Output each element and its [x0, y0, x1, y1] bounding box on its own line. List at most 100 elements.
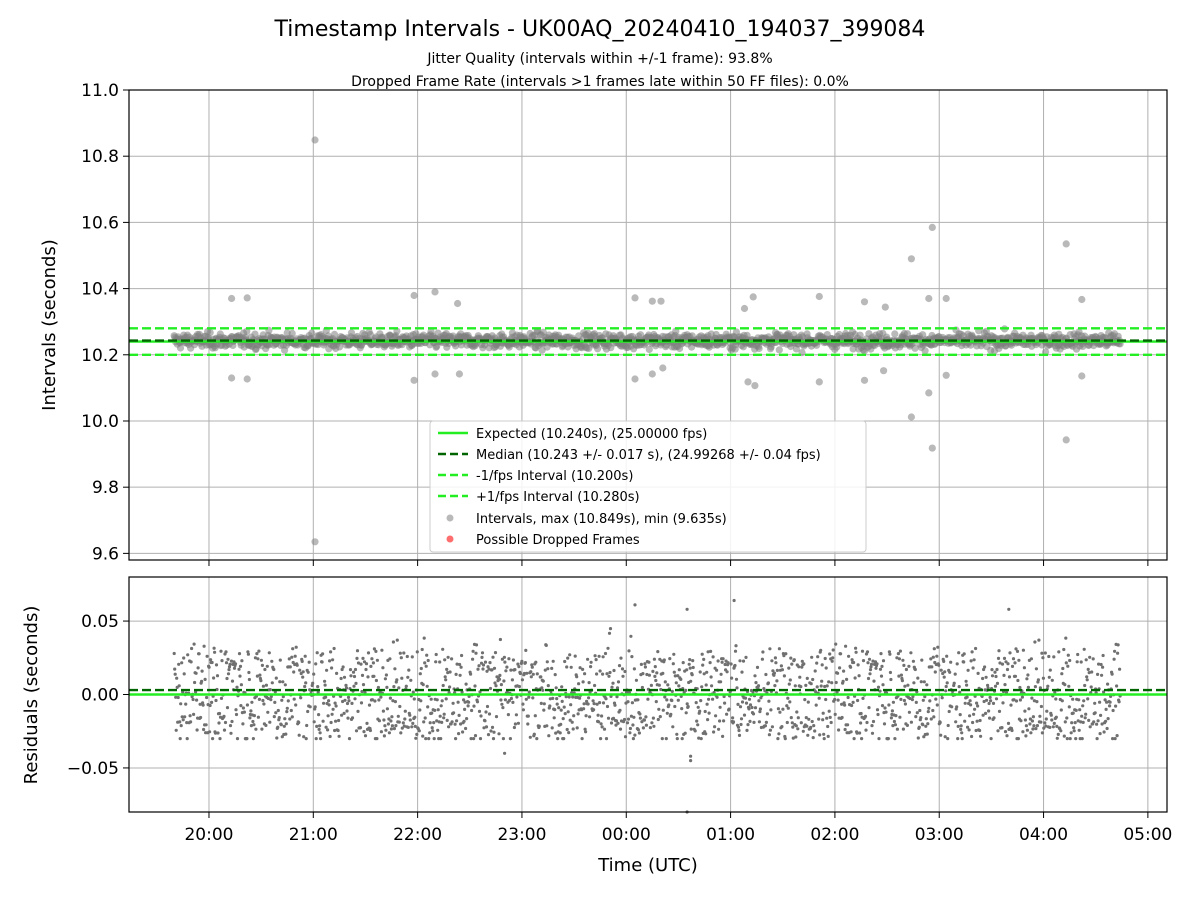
intervals-plot-frame	[128, 89, 1168, 561]
residual-point	[482, 726, 486, 730]
residual-point	[707, 711, 711, 715]
residual-point	[879, 674, 884, 678]
residual-point	[946, 737, 950, 741]
residual-point	[1084, 712, 1088, 716]
residual-point	[661, 708, 665, 712]
residual-point	[488, 686, 493, 691]
residual-point	[669, 712, 673, 717]
intervals-panel: 9.69.810.010.210.410.610.811.0 Intervals…	[39, 81, 1168, 566]
residual-point	[904, 667, 909, 672]
residual-point	[603, 651, 608, 656]
residual-point	[715, 695, 719, 699]
residual-point	[1093, 711, 1097, 715]
residual-point	[1023, 709, 1027, 713]
residual-point	[489, 729, 493, 733]
residual-point	[767, 733, 772, 737]
residual-point	[819, 648, 823, 652]
residual-point	[981, 713, 985, 717]
residual-point	[263, 667, 267, 672]
residual-point	[1050, 678, 1054, 682]
residual-point	[526, 714, 530, 718]
residual-point	[578, 666, 582, 670]
residual-point	[854, 650, 858, 654]
residual-point	[902, 698, 907, 703]
residual-point	[205, 654, 209, 658]
residual-point	[324, 725, 328, 729]
residual-point	[974, 646, 978, 651]
residual-point	[898, 649, 903, 653]
residual-point	[289, 708, 293, 713]
residual-point	[304, 737, 308, 741]
residual-point	[852, 660, 856, 665]
residual-point	[661, 671, 665, 676]
residual-point	[1021, 648, 1025, 652]
residual-point	[173, 672, 177, 676]
residual-point	[663, 695, 667, 699]
residual-point	[696, 723, 700, 727]
residual-point	[576, 712, 580, 716]
interval-outlier-point	[631, 375, 639, 383]
interval-outlier-point	[925, 294, 933, 303]
residual-point	[975, 719, 979, 723]
residual-point	[520, 678, 525, 682]
residual-point	[342, 711, 346, 716]
residual-point	[258, 673, 262, 677]
residual-point	[1022, 666, 1026, 670]
residual-point	[604, 737, 609, 741]
residual-point	[597, 654, 601, 658]
residual-point	[822, 737, 826, 741]
residual-point	[1096, 719, 1100, 723]
residual-point	[566, 656, 570, 660]
residuals-y-ticks: −0.050.000.05	[67, 612, 129, 779]
residual-point	[440, 699, 444, 703]
residual-point	[257, 697, 261, 702]
residual-point	[1101, 665, 1105, 669]
residual-point	[418, 708, 422, 712]
residual-point	[534, 660, 538, 664]
residual-point	[327, 699, 331, 703]
residual-point	[1096, 672, 1100, 677]
residual-point	[435, 719, 439, 723]
residual-point	[257, 649, 261, 653]
residual-point	[390, 724, 394, 728]
residual-point	[643, 665, 648, 669]
residual-point	[718, 719, 722, 723]
residual-point	[367, 703, 372, 707]
residual-point	[391, 640, 395, 644]
residual-point	[377, 719, 381, 723]
residual-point	[527, 695, 531, 699]
residual-point	[608, 627, 613, 631]
residual-point	[787, 682, 791, 686]
residual-point	[843, 703, 847, 707]
residual-point	[1098, 732, 1102, 736]
residual-point	[208, 703, 212, 708]
residual-point	[1100, 722, 1104, 726]
residual-point	[1076, 719, 1080, 723]
residual-point	[601, 701, 606, 705]
residual-point	[568, 653, 572, 657]
residual-point	[754, 681, 758, 685]
residual-point	[982, 699, 986, 704]
residual-point	[965, 683, 969, 687]
residual-point	[684, 711, 688, 715]
residual-point	[965, 695, 969, 699]
residual-point	[185, 721, 189, 725]
residual-point	[290, 655, 294, 659]
residual-point	[1082, 699, 1086, 703]
residual-point	[555, 697, 559, 701]
residual-point	[795, 710, 799, 714]
residual-point	[501, 737, 505, 741]
residual-point	[341, 665, 345, 669]
residual-point	[972, 658, 976, 662]
residual-point	[1088, 725, 1092, 729]
residual-point	[297, 720, 301, 725]
residual-point	[545, 660, 549, 664]
residual-point	[667, 703, 671, 707]
residual-point	[664, 737, 668, 741]
residual-point	[934, 697, 938, 701]
residual-point	[422, 720, 426, 724]
residual-point	[651, 669, 655, 674]
residual-point	[962, 660, 966, 664]
residual-point	[887, 650, 892, 654]
residual-point	[365, 721, 369, 726]
